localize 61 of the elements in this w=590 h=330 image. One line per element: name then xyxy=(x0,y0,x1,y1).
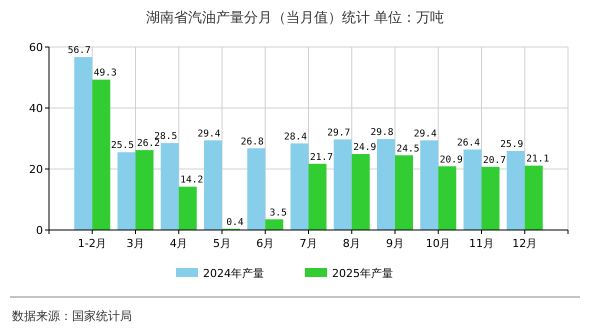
bar xyxy=(420,140,438,230)
bar xyxy=(178,186,197,230)
x-tick-label: 7月 xyxy=(300,237,318,250)
bar xyxy=(377,139,395,230)
bar xyxy=(265,219,284,230)
y-tick-label: 20 xyxy=(29,163,43,176)
bar xyxy=(74,57,92,230)
x-tick-label: 6月 xyxy=(256,237,274,250)
data-label: 21.7 xyxy=(310,152,333,163)
data-label: 29.8 xyxy=(370,127,394,138)
bar xyxy=(160,143,179,230)
bar xyxy=(464,149,482,230)
data-label: 20.9 xyxy=(440,154,463,166)
bar xyxy=(247,148,266,230)
bar xyxy=(352,154,370,230)
legend-label: 2025年产量 xyxy=(332,267,393,280)
bar xyxy=(506,151,525,230)
x-tick-label: 12月 xyxy=(512,237,538,250)
data-label: 14.2 xyxy=(180,174,204,186)
x-tick-label: 4月 xyxy=(170,237,188,250)
data-label: 25.5 xyxy=(111,140,134,152)
data-label: 26.8 xyxy=(240,136,264,148)
x-tick-label: 8月 xyxy=(342,237,361,250)
y-tick-label: 40 xyxy=(29,102,43,115)
x-tick-label: 5月 xyxy=(213,237,231,250)
data-label: 26.4 xyxy=(457,137,480,148)
data-label: 29.4 xyxy=(198,128,221,140)
legend-label: 2024年产量 xyxy=(203,267,264,280)
data-label: 26.2 xyxy=(137,138,160,150)
x-tick-label: 1-2月 xyxy=(78,237,107,250)
data-label: 3.5 xyxy=(270,207,287,218)
bar xyxy=(290,143,308,230)
data-label: 25.9 xyxy=(500,139,524,150)
bar xyxy=(438,166,456,230)
y-tick-label: 0 xyxy=(36,224,43,237)
source-note: 数据来源：国家统计局 xyxy=(12,309,132,323)
y-tick-label: 60 xyxy=(29,41,43,54)
x-tick-label: 10月 xyxy=(426,237,451,250)
data-label: 21.1 xyxy=(526,154,550,165)
data-label: 28.4 xyxy=(284,131,308,142)
bar xyxy=(334,139,352,230)
bar xyxy=(482,166,500,230)
x-tick-label: 3月 xyxy=(126,237,144,250)
bar xyxy=(395,155,413,230)
data-label: 0.4 xyxy=(226,216,244,228)
bar xyxy=(136,150,154,230)
bar xyxy=(92,80,110,230)
bar xyxy=(524,166,543,230)
data-label: 49.3 xyxy=(94,68,117,79)
data-label: 29.7 xyxy=(327,127,350,138)
data-label: 20.7 xyxy=(483,154,506,166)
x-tick-label: 11月 xyxy=(469,237,494,250)
chart-title: 湖南省汽油产量分月（当月值）统计 单位：万吨 xyxy=(146,10,444,26)
bar xyxy=(204,140,222,230)
data-label: 24.9 xyxy=(353,142,376,154)
data-label: 24.5 xyxy=(396,143,420,154)
data-label: 56.7 xyxy=(68,45,91,56)
bar xyxy=(118,152,136,230)
x-tick-label: 9月 xyxy=(386,237,404,250)
data-label: 29.4 xyxy=(414,128,437,140)
bar xyxy=(308,164,326,230)
